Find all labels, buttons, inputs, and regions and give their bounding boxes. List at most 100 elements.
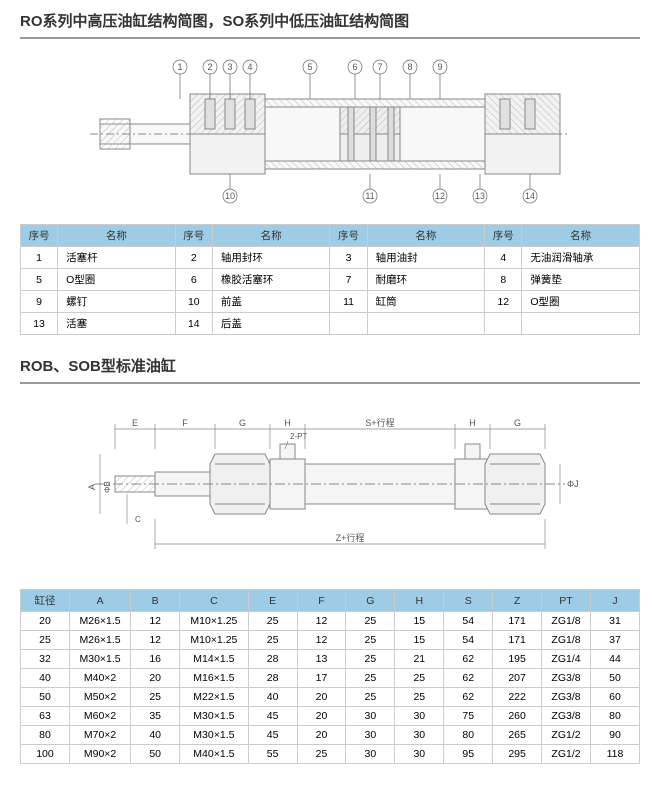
- cell: 耐磨环: [367, 269, 485, 291]
- cell: 1: [21, 247, 58, 269]
- cell: 171: [493, 631, 542, 650]
- cell: M30×1.5: [180, 726, 248, 745]
- cell: ZG1/2: [542, 745, 591, 764]
- port-label: 2-PT: [290, 432, 307, 441]
- cell: 30: [395, 726, 444, 745]
- cell: [367, 313, 485, 335]
- callout-5: 5: [307, 62, 312, 72]
- cell: 62: [444, 688, 493, 707]
- section2-title: ROB、SOB型标准油缸: [20, 355, 640, 384]
- col-header: J: [590, 590, 639, 612]
- cell: 80: [444, 726, 493, 745]
- cell: ZG3/8: [542, 688, 591, 707]
- cell: 30: [346, 707, 395, 726]
- cell: 265: [493, 726, 542, 745]
- callout-9: 9: [437, 62, 442, 72]
- cell: 40: [21, 669, 70, 688]
- dim-B: ΦB: [103, 481, 112, 493]
- col-header: 序号: [21, 225, 58, 247]
- cell: M40×2: [69, 669, 130, 688]
- diagram-crosssection: 123456789 1011121314: [20, 49, 640, 209]
- cell: 3: [330, 247, 367, 269]
- col-header: F: [297, 590, 346, 612]
- cell: 55: [248, 745, 297, 764]
- cell: ZG3/8: [542, 669, 591, 688]
- cell: 20: [131, 669, 180, 688]
- parts-table: 序号名称序号名称序号名称序号名称 1活塞杆2轴用封环3轴用油封4无油润滑轴承5O…: [20, 224, 640, 335]
- cell: 31: [590, 612, 639, 631]
- cell: M22×1.5: [180, 688, 248, 707]
- cell: 6: [175, 269, 212, 291]
- cell: M50×2: [69, 688, 130, 707]
- cell: 260: [493, 707, 542, 726]
- dim-A: A: [87, 484, 97, 490]
- dim-label: E: [132, 418, 138, 428]
- cell: 4: [485, 247, 522, 269]
- callout-10: 10: [225, 191, 235, 201]
- cell: [522, 313, 640, 335]
- cell: 2: [175, 247, 212, 269]
- cell: 44: [590, 650, 639, 669]
- cell: 弹簧垫: [522, 269, 640, 291]
- callout-3: 3: [227, 62, 232, 72]
- cell: 45: [248, 707, 297, 726]
- dims-table: 缸径ABCEFGHSZPTJ 20M26×1.512M10×1.25251225…: [20, 589, 640, 764]
- callout-2: 2: [207, 62, 212, 72]
- cell: 40: [248, 688, 297, 707]
- cell: M70×2: [69, 726, 130, 745]
- cell: 14: [175, 313, 212, 335]
- cell: 25: [21, 631, 70, 650]
- cell: 前盖: [212, 291, 330, 313]
- col-header: 名称: [212, 225, 330, 247]
- callout-8: 8: [407, 62, 412, 72]
- col-header: S: [444, 590, 493, 612]
- cell: 25: [248, 631, 297, 650]
- cell: 25: [297, 745, 346, 764]
- cell: 20: [297, 688, 346, 707]
- col-header: 缸径: [21, 590, 70, 612]
- cell: 轴用油封: [367, 247, 485, 269]
- col-header: 序号: [485, 225, 522, 247]
- col-header: E: [248, 590, 297, 612]
- cell: 50: [131, 745, 180, 764]
- cell: 25: [248, 612, 297, 631]
- cell: 螺钉: [58, 291, 176, 313]
- col-header: 名称: [522, 225, 640, 247]
- cell: 63: [21, 707, 70, 726]
- cell: O型圈: [58, 269, 176, 291]
- diagram-dims: EFGHS+行程HG Z+行程 A ΦB C ΦJ 2-PT: [20, 394, 640, 574]
- col-header: B: [131, 590, 180, 612]
- cell: 25: [346, 612, 395, 631]
- callout-4: 4: [247, 62, 252, 72]
- cell: M60×2: [69, 707, 130, 726]
- cell: 8: [485, 269, 522, 291]
- cell: 30: [346, 726, 395, 745]
- cell: 25: [395, 688, 444, 707]
- cell: M30×1.5: [180, 707, 248, 726]
- cell: M26×1.5: [69, 631, 130, 650]
- cell: 25: [346, 669, 395, 688]
- cell: 12: [131, 612, 180, 631]
- cell: 20: [297, 707, 346, 726]
- cell: M14×1.5: [180, 650, 248, 669]
- cell: 15: [395, 631, 444, 650]
- cell: M30×1.5: [69, 650, 130, 669]
- cell: 活塞: [58, 313, 176, 335]
- cell: 12: [485, 291, 522, 313]
- col-header: H: [395, 590, 444, 612]
- cell: 无油润滑轴承: [522, 247, 640, 269]
- cell: ZG1/8: [542, 612, 591, 631]
- cell: 20: [21, 612, 70, 631]
- cell: 195: [493, 650, 542, 669]
- cell: 50: [21, 688, 70, 707]
- cell: 10: [175, 291, 212, 313]
- col-header: C: [180, 590, 248, 612]
- dim-J: ΦJ: [567, 479, 579, 489]
- dim-C: C: [135, 515, 141, 524]
- cell: 35: [131, 707, 180, 726]
- callout-7: 7: [377, 62, 382, 72]
- cell: 54: [444, 612, 493, 631]
- cell: 32: [21, 650, 70, 669]
- cell: M90×2: [69, 745, 130, 764]
- cell: 80: [590, 707, 639, 726]
